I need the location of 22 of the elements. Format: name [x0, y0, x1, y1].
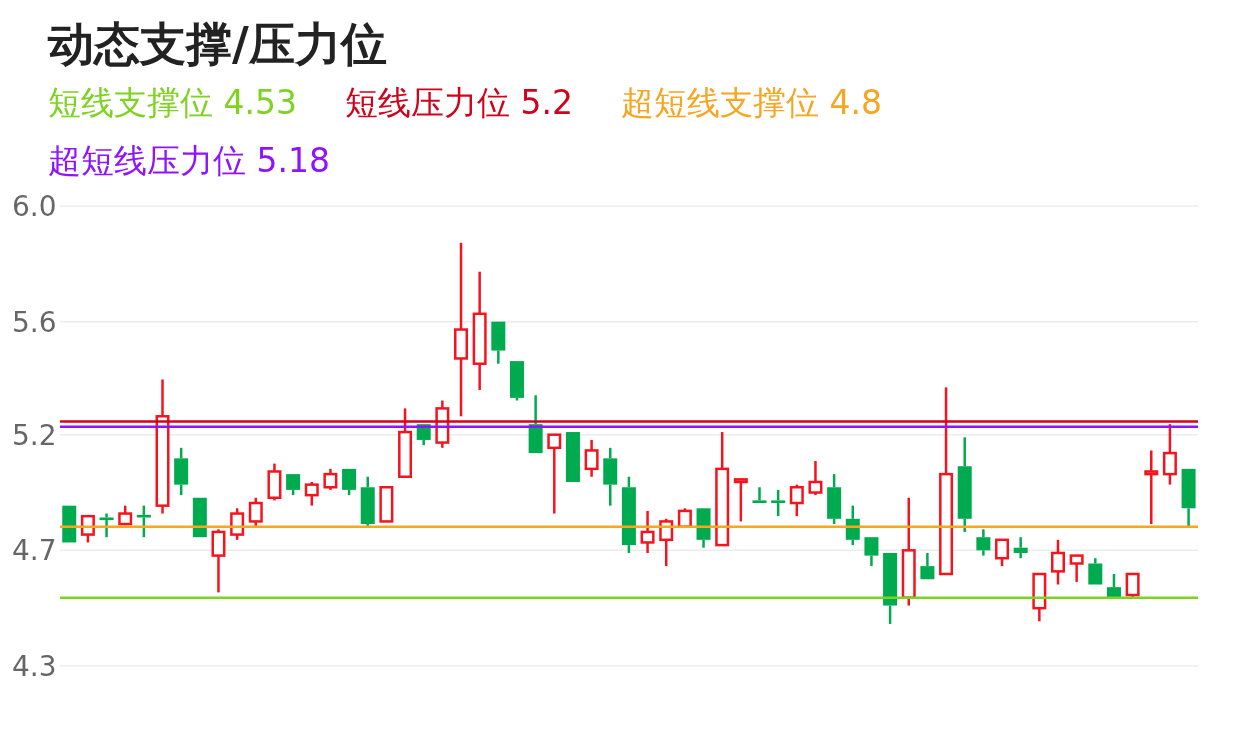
ref-line-label: 超短线支撑位 4.8 — [620, 82, 882, 124]
candlestick — [99, 512, 114, 539]
candlestick — [1144, 449, 1159, 526]
candlestick — [584, 438, 599, 478]
ref-line-label: 短线支撑位 4.53 — [48, 82, 297, 124]
candlestick — [155, 378, 170, 515]
candlestick — [640, 509, 655, 555]
candlestick — [472, 270, 487, 392]
candlestick — [957, 436, 972, 534]
chart-title: 动态支撑/压力位 — [48, 16, 388, 73]
candlestick — [901, 496, 916, 607]
ref-line-label: 超短线压力位 5.18 — [48, 140, 330, 182]
candlestick — [1013, 535, 1028, 560]
candlestick — [976, 528, 991, 557]
ref-line-label: 短线压力位 5.2 — [344, 82, 573, 124]
y-tick-label: 5.6 — [12, 305, 57, 339]
candlestick — [603, 446, 618, 507]
y-tick-label: 6.0 — [12, 190, 57, 223]
y-tick-label: 4.7 — [12, 534, 57, 568]
candlestick — [454, 241, 469, 418]
y-tick-label: 4.3 — [12, 650, 57, 683]
y-tick-label: 5.2 — [12, 418, 57, 452]
